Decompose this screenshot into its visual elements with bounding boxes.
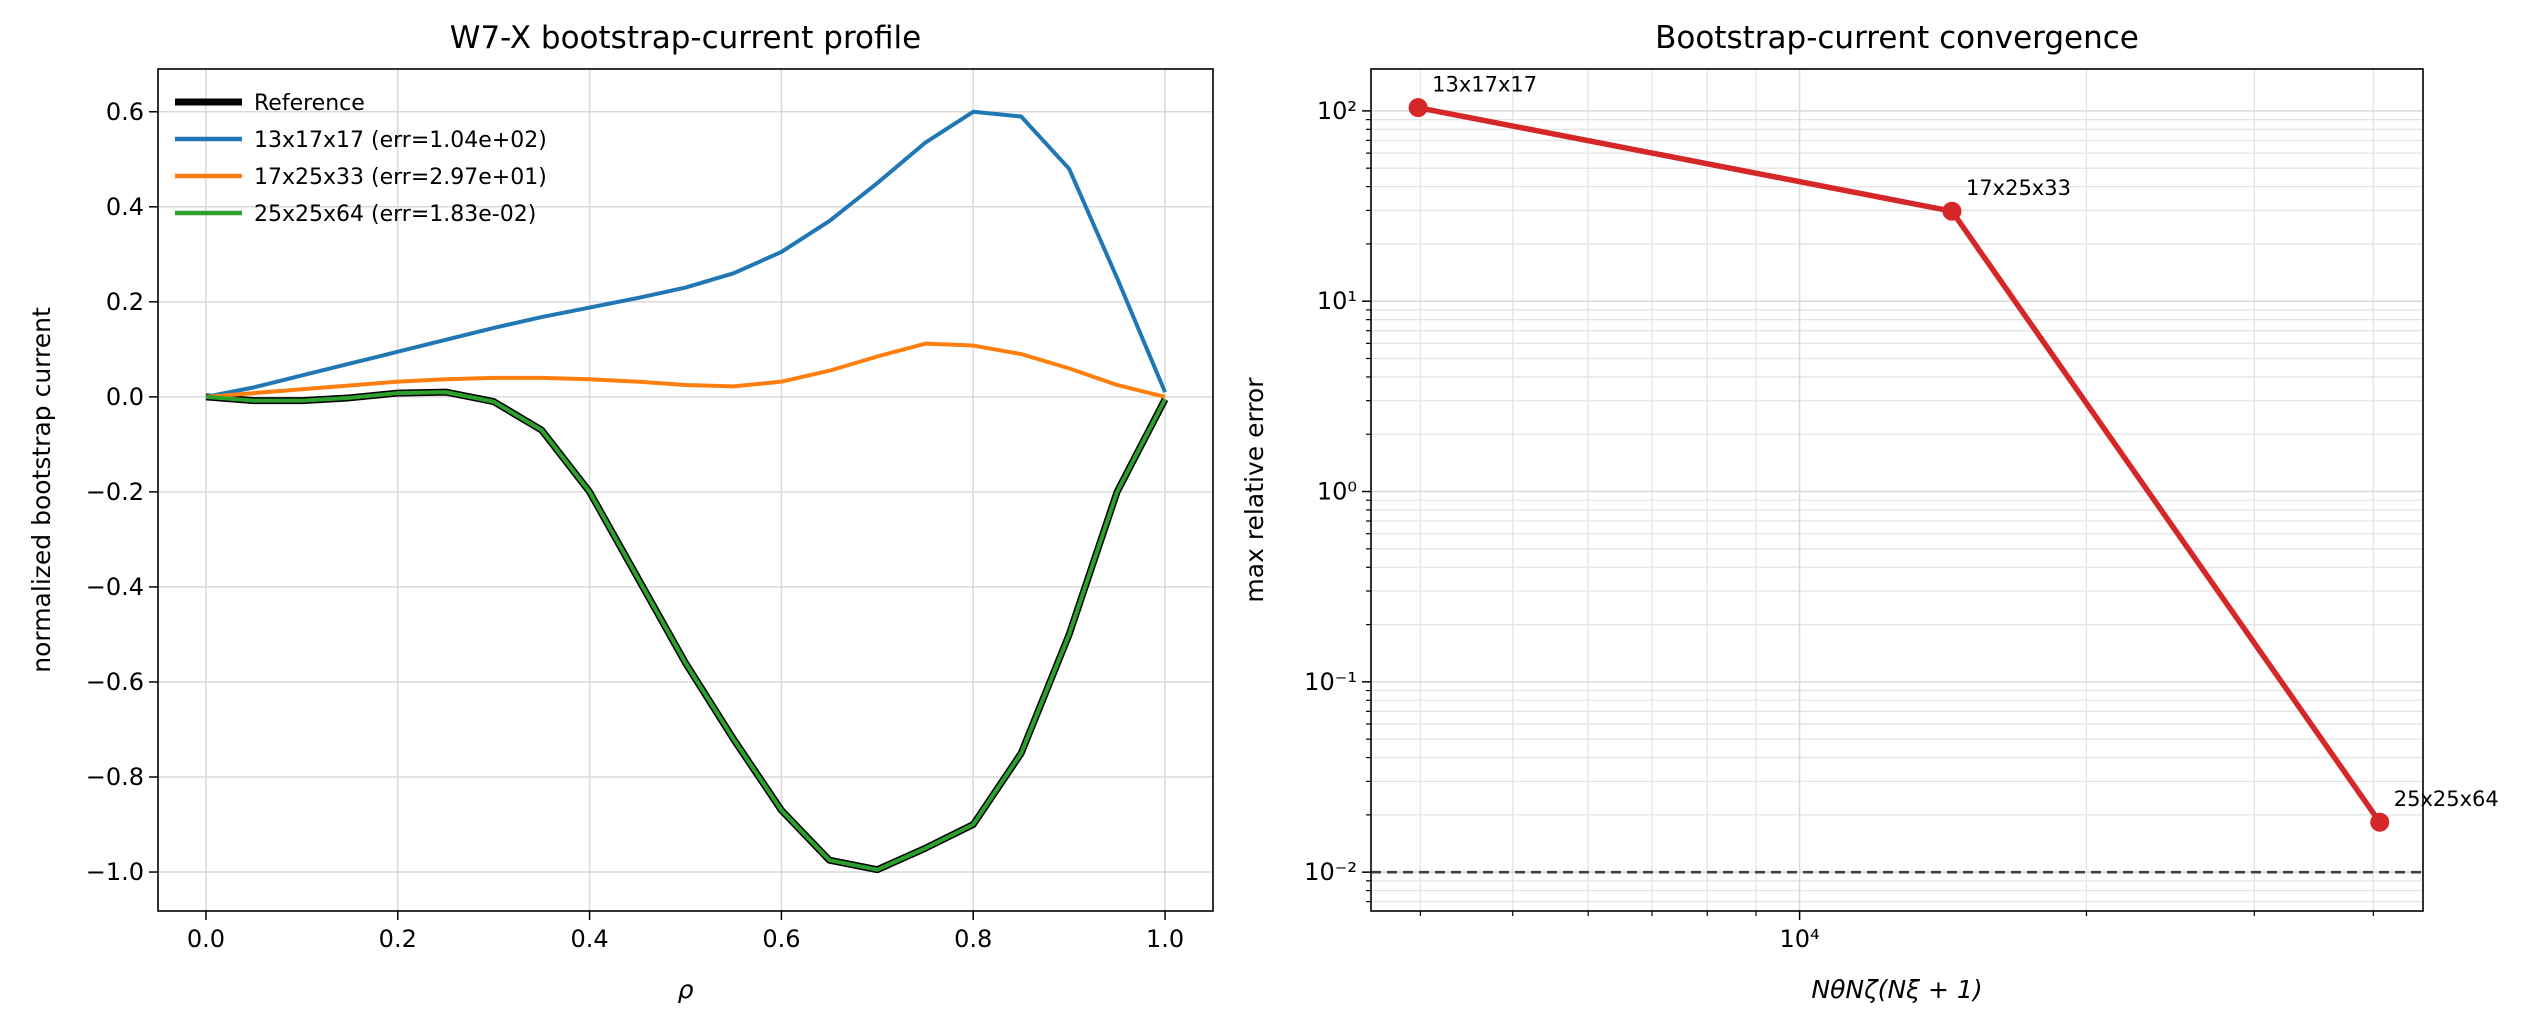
series-line <box>205 388 1169 874</box>
chart-title: W7-X bootstrap-current profile <box>450 20 921 56</box>
y-tick-label: −0.4 <box>86 573 144 601</box>
panel: 10⁴ 10⁻² 10⁻¹ 10⁰ 10¹ 10² 13x17x17 17x25x33 25x2… <box>1240 20 2499 1004</box>
y-tick-label: 0.6 <box>106 98 144 126</box>
y-tick-label: −0.8 <box>86 763 144 791</box>
y-tick-label: −0.2 <box>86 478 144 506</box>
y-tick-label: −1.0 <box>86 858 144 886</box>
x-tick-label: 0.6 <box>762 925 800 953</box>
axes-frame <box>1370 68 2424 912</box>
legend-label: 13x17x17 (err=1.04e+02) <box>254 128 547 153</box>
panel: 0.0 0.2 0.4 0.6 0.8 1.0 −1.0 −0.8 −0.6 −0.4 −0.2 0.… <box>27 20 1214 1004</box>
axes-frame <box>157 68 1214 912</box>
point-label: 25x25x64 <box>2394 787 2499 811</box>
y-tick-label: −0.6 <box>86 668 144 696</box>
point <box>2370 812 2390 832</box>
point <box>1408 98 1428 118</box>
series-line <box>205 390 1167 872</box>
y-tick-label: 10⁻² <box>1304 858 1357 886</box>
y-tick-label: 10⁻¹ <box>1304 668 1357 696</box>
x-tick-label: 1.0 <box>1146 925 1184 953</box>
y-tick-label: 0.2 <box>106 288 144 316</box>
y-axis-label: normalized bootstrap current <box>27 307 56 673</box>
x-axis-label: NθNζ(Nξ + 1) <box>1811 975 1982 1004</box>
y-tick-label: 10¹ <box>1317 287 1357 315</box>
point-label: 13x17x17 <box>1432 73 1537 97</box>
point-label: 17x25x33 <box>1966 176 2071 200</box>
y-tick-label: 10² <box>1317 97 1357 125</box>
legend-label: 17x25x33 (err=2.97e+01) <box>254 165 547 190</box>
y-tick-label: 0.4 <box>106 193 144 221</box>
chart-title: Bootstrap-current convergence <box>1655 20 2139 56</box>
x-axis-label: ρ <box>678 975 694 1004</box>
x-tick-label: 0.2 <box>379 925 417 953</box>
x-tick-label: 0.0 <box>187 925 225 953</box>
y-tick-label: 0.0 <box>106 383 144 411</box>
y-axis-label: max relative error <box>1240 377 1269 603</box>
legend-label: Reference <box>254 91 365 116</box>
series-line <box>205 109 1167 399</box>
series-line <box>205 341 1166 399</box>
x-tick-label: 0.4 <box>571 925 609 953</box>
x-tick-label: 0.8 <box>954 925 992 953</box>
point <box>1942 201 1962 221</box>
x-tick-label: 10⁴ <box>1780 925 1820 953</box>
legend-label: 25x25x64 (err=1.83e-02) <box>254 202 536 227</box>
series-line <box>1417 104 2383 824</box>
y-tick-label: 10⁰ <box>1317 478 1357 506</box>
